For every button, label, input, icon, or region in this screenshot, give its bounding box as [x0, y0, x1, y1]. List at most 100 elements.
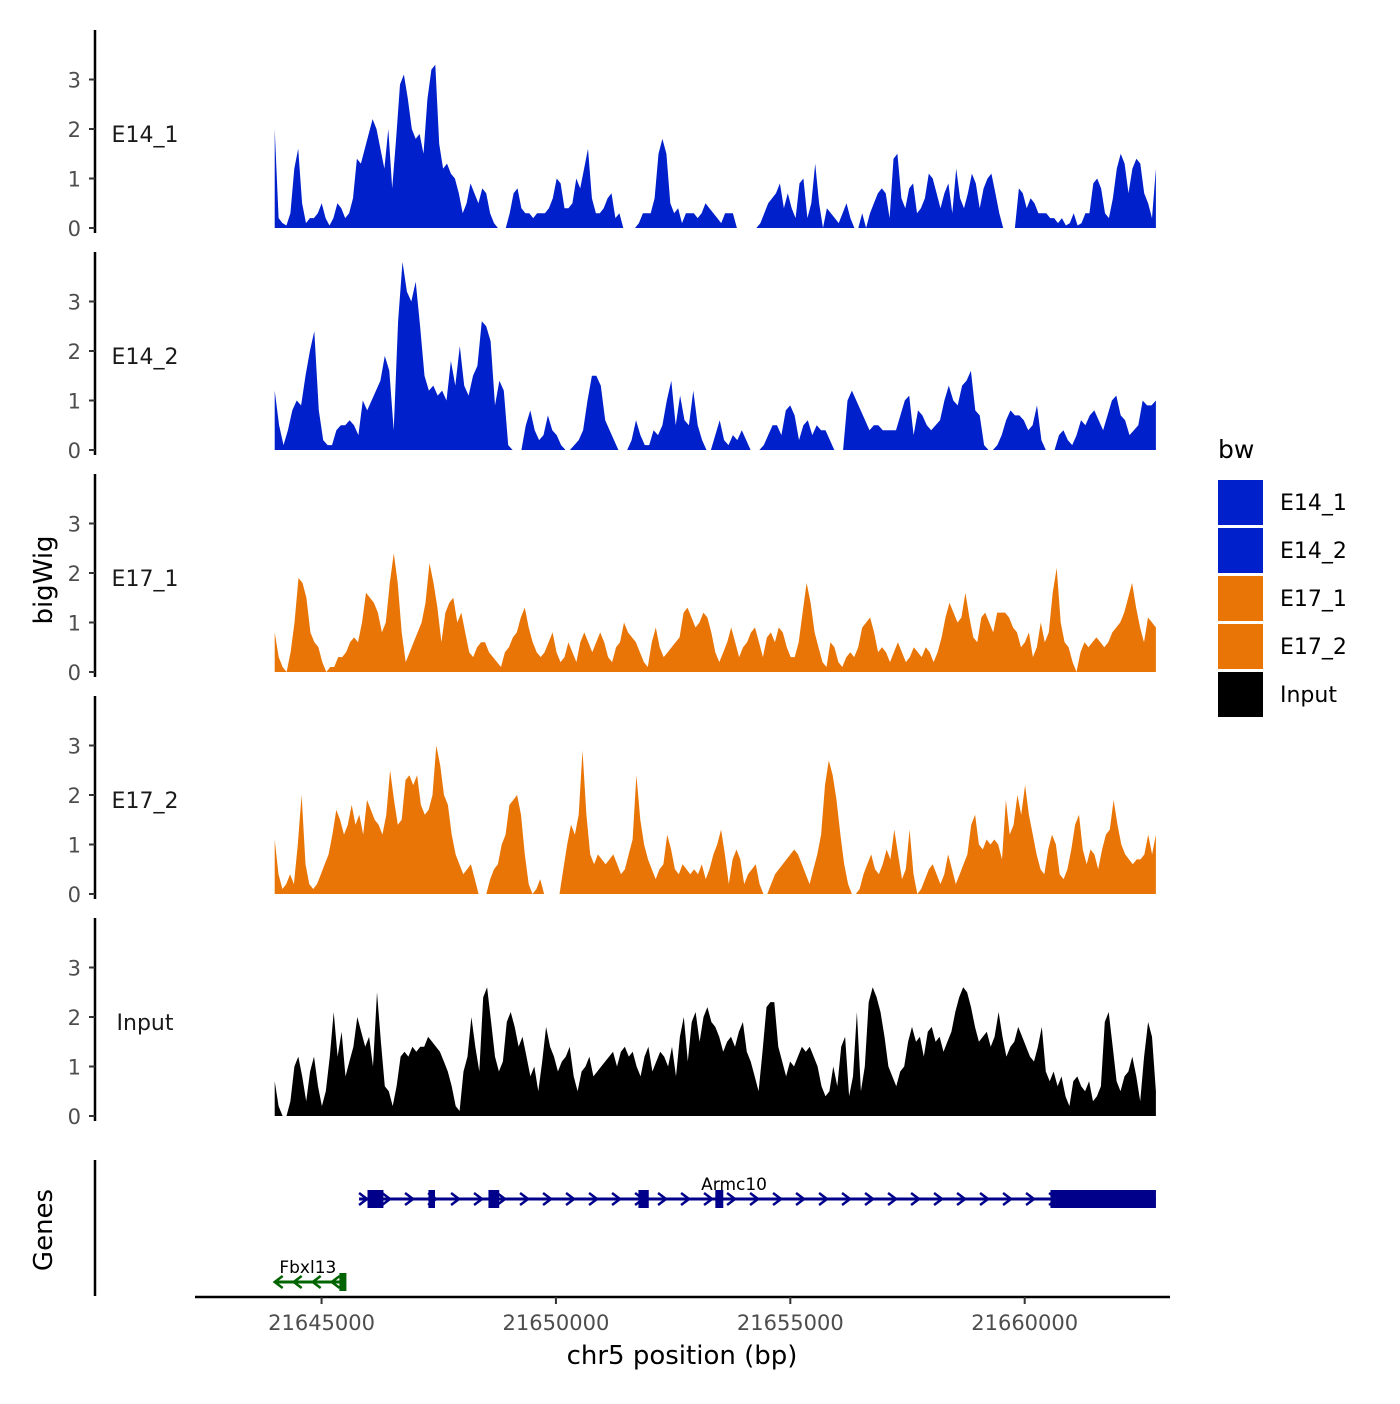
y-tick-label: 0 [68, 661, 81, 685]
strand-arrow [404, 1192, 416, 1206]
genes-axis-title: Genes [29, 1189, 59, 1271]
strand-arrow [795, 1192, 807, 1206]
strand-arrow [329, 1275, 341, 1289]
legend-label: Input [1280, 683, 1337, 708]
gene-Armc10: Armc10 [358, 1175, 1156, 1208]
legend-item: E14_2 [1218, 528, 1347, 573]
strand-arrow [450, 1192, 462, 1206]
x-tick-label: 21650000 [502, 1311, 609, 1335]
signal-area-E17_2 [274, 745, 1156, 894]
y-tick-label: 2 [68, 562, 81, 586]
y-tick-label: 0 [68, 1105, 81, 1129]
y-tick-label: 0 [68, 439, 81, 463]
y-tick-label: 1 [68, 612, 81, 636]
strand-arrow [496, 1192, 508, 1206]
strand-arrow [519, 1192, 531, 1206]
legend-swatch [1218, 624, 1263, 669]
legend-swatch [1218, 576, 1263, 621]
strand-arrow [726, 1192, 738, 1206]
track-Input: 0 1 2 3 Input [68, 918, 1156, 1129]
y-tick-label: 1 [68, 834, 81, 858]
exon [1050, 1190, 1156, 1208]
strand-arrow [358, 1192, 370, 1206]
track-panels: 0 1 2 3 E14_1 0 1 2 3 E14_2 0 1 2 3 E17_1 0 1 2 3 E17_2 0 1 2 3… [68, 30, 1156, 1129]
signal-area-E14_2 [274, 261, 1156, 450]
x-axis: 21645000 21650000 21655000 21660000 [195, 1295, 1170, 1335]
strand-arrow [841, 1192, 853, 1206]
legend-swatch [1218, 480, 1263, 525]
strand-arrow [588, 1192, 600, 1206]
gene-panel: Armc10 Fbxl13 [93, 1160, 1156, 1296]
legend-swatch [1218, 672, 1263, 717]
track-label: E14_1 [112, 123, 179, 148]
strand-arrow [772, 1192, 784, 1206]
track-label: Input [117, 1011, 174, 1036]
exon [367, 1190, 384, 1208]
signal-area-E14_1 [274, 64, 1156, 228]
x-tick-label: 21655000 [737, 1311, 844, 1335]
y-tick-label: 1 [68, 390, 81, 414]
y-tick-label: 0 [68, 217, 81, 241]
y-tick-label: 1 [68, 1056, 81, 1080]
track-label: E17_2 [112, 789, 179, 814]
legend-item: E17_2 [1218, 624, 1347, 669]
exon [488, 1190, 500, 1208]
track-E17_1: 0 1 2 3 E17_1 [68, 474, 1156, 685]
strand-arrow [818, 1192, 830, 1206]
strand-arrow [703, 1192, 715, 1206]
x-tick-label: 21645000 [268, 1311, 375, 1335]
strand-arrow [310, 1275, 322, 1289]
track-E14_1: 0 1 2 3 E14_1 [68, 30, 1156, 241]
y-tick-label: 2 [68, 340, 81, 364]
y-axis-title: bigWig [29, 535, 59, 624]
legend: E14_1 E14_2 E17_1 E17_2 Input [1218, 480, 1347, 717]
y-tick-label: 1 [68, 168, 81, 192]
strand-arrow [956, 1192, 968, 1206]
y-tick-label: 2 [68, 784, 81, 808]
strand-arrow [933, 1192, 945, 1206]
track-label: E14_2 [112, 345, 179, 370]
strand-arrow [542, 1192, 554, 1206]
y-tick-label: 3 [68, 69, 81, 93]
legend-label: E14_2 [1280, 539, 1347, 564]
strand-arrow [680, 1192, 692, 1206]
y-tick-label: 0 [68, 883, 81, 907]
x-tick-label: 21660000 [971, 1311, 1078, 1335]
y-tick-label: 2 [68, 118, 81, 142]
legend-title: bw [1218, 435, 1254, 464]
x-axis-title: chr5 position (bp) [567, 1341, 798, 1371]
track-E17_2: 0 1 2 3 E17_2 [68, 696, 1156, 907]
strand-arrow [910, 1192, 922, 1206]
legend-label: E17_1 [1280, 587, 1347, 612]
strand-arrow [473, 1192, 485, 1206]
exon [715, 1190, 724, 1208]
strand-arrow [381, 1192, 393, 1206]
strand-arrow [887, 1192, 899, 1206]
exon [339, 1273, 347, 1291]
strand-arrow [864, 1192, 876, 1206]
gene-Fbxl13: Fbxl13 [272, 1258, 347, 1291]
y-tick-label: 2 [68, 1006, 81, 1030]
legend-label: E17_2 [1280, 635, 1347, 660]
strand-arrow [291, 1275, 303, 1289]
strand-arrow [979, 1192, 991, 1206]
y-tick-label: 3 [68, 957, 81, 981]
legend-item: Input [1218, 672, 1337, 717]
legend-item: E17_1 [1218, 576, 1347, 621]
signal-area-Input [274, 987, 1156, 1116]
strand-arrow [749, 1192, 761, 1206]
exon [428, 1190, 435, 1208]
strand-arrow [657, 1192, 669, 1206]
strand-arrow [272, 1275, 284, 1289]
y-tick-label: 3 [68, 291, 81, 315]
gene-label: Fbxl13 [279, 1258, 336, 1278]
strand-arrow [611, 1192, 623, 1206]
strand-arrow [1025, 1192, 1037, 1206]
strand-arrow [1002, 1192, 1014, 1206]
gene-label: Armc10 [701, 1175, 767, 1195]
legend-label: E14_1 [1280, 491, 1347, 516]
strand-arrow [565, 1192, 577, 1206]
y-tick-label: 3 [68, 735, 81, 759]
